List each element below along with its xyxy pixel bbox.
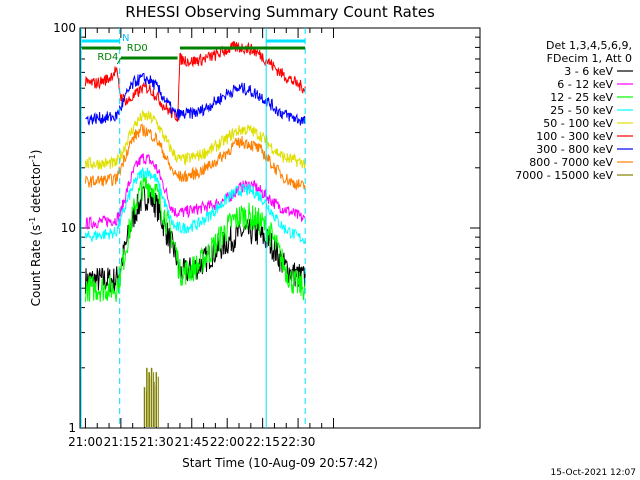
- series-line: [84, 109, 306, 170]
- annotation-label: RD0: [127, 43, 148, 54]
- annotation-label: N: [122, 33, 129, 44]
- legend-label: 800 - 7000 keV: [529, 156, 613, 169]
- x-tick-label: 22:30: [281, 435, 316, 449]
- legend-label: 6 - 12 keV: [557, 78, 613, 91]
- annotation-label: RD4: [97, 52, 118, 63]
- x-tick-label: 21:45: [174, 435, 209, 449]
- series-layer: [84, 40, 306, 427]
- series-line: [85, 153, 306, 230]
- series-line: [85, 72, 306, 126]
- chart-title: RHESSI Observing Summary Count Rates: [125, 3, 435, 21]
- legend-header-2: FDecim 1, Att 0: [547, 52, 632, 65]
- plot-axes: [79, 27, 481, 429]
- y-axis-label-main: Count Rate (s: [29, 225, 43, 307]
- series-line: [84, 173, 306, 302]
- y-tick-label: 10: [61, 221, 76, 235]
- y-axis-label-sup2: -1: [28, 154, 37, 162]
- legend: Det 1,3,4,5,6,9, FDecim 1, Att 0 3 - 6 k…: [515, 39, 633, 182]
- x-tick-label: 22:15: [245, 435, 280, 449]
- timestamp: 15-Oct-2021 12:07: [551, 468, 636, 478]
- y-axis-label: Count Rate (s-1 detector-1): [28, 150, 43, 307]
- legend-header-1: Det 1,3,4,5,6,9,: [546, 39, 632, 52]
- y-tick-label: 1: [68, 421, 76, 435]
- x-axis-label: Start Time (10-Aug-09 20:57:42): [182, 456, 378, 470]
- x-tick-label: 21:30: [139, 435, 174, 449]
- series-line: [84, 166, 306, 245]
- y-tick-label: 100: [53, 21, 76, 35]
- legend-label: 3 - 6 keV: [564, 65, 613, 78]
- legend-label: 100 - 300 keV: [536, 130, 613, 143]
- x-tick-label: 21:00: [68, 435, 103, 449]
- legend-label: 300 - 800 keV: [536, 143, 613, 156]
- y-axis-label-sup: -1: [28, 217, 37, 225]
- interval-connector: [116, 57, 122, 65]
- x-tick-label: 21:15: [104, 435, 139, 449]
- series-line: [84, 122, 306, 191]
- legend-label: 7000 - 15000 keV: [515, 169, 613, 182]
- legend-label: 25 - 50 keV: [550, 104, 613, 117]
- tick-labels: 1 10 100 21:00 21:15 21:30 21:45 22:00 22:15 22:3…: [53, 21, 315, 449]
- legend-label: 50 - 100 keV: [543, 117, 613, 130]
- legend-label: 12 - 25 keV: [550, 91, 613, 104]
- y-axis-label-rest: detector: [29, 162, 43, 217]
- y-axis-label-end: ): [29, 150, 43, 155]
- series-line: [84, 185, 306, 294]
- x-tick-label: 22:00: [210, 435, 245, 449]
